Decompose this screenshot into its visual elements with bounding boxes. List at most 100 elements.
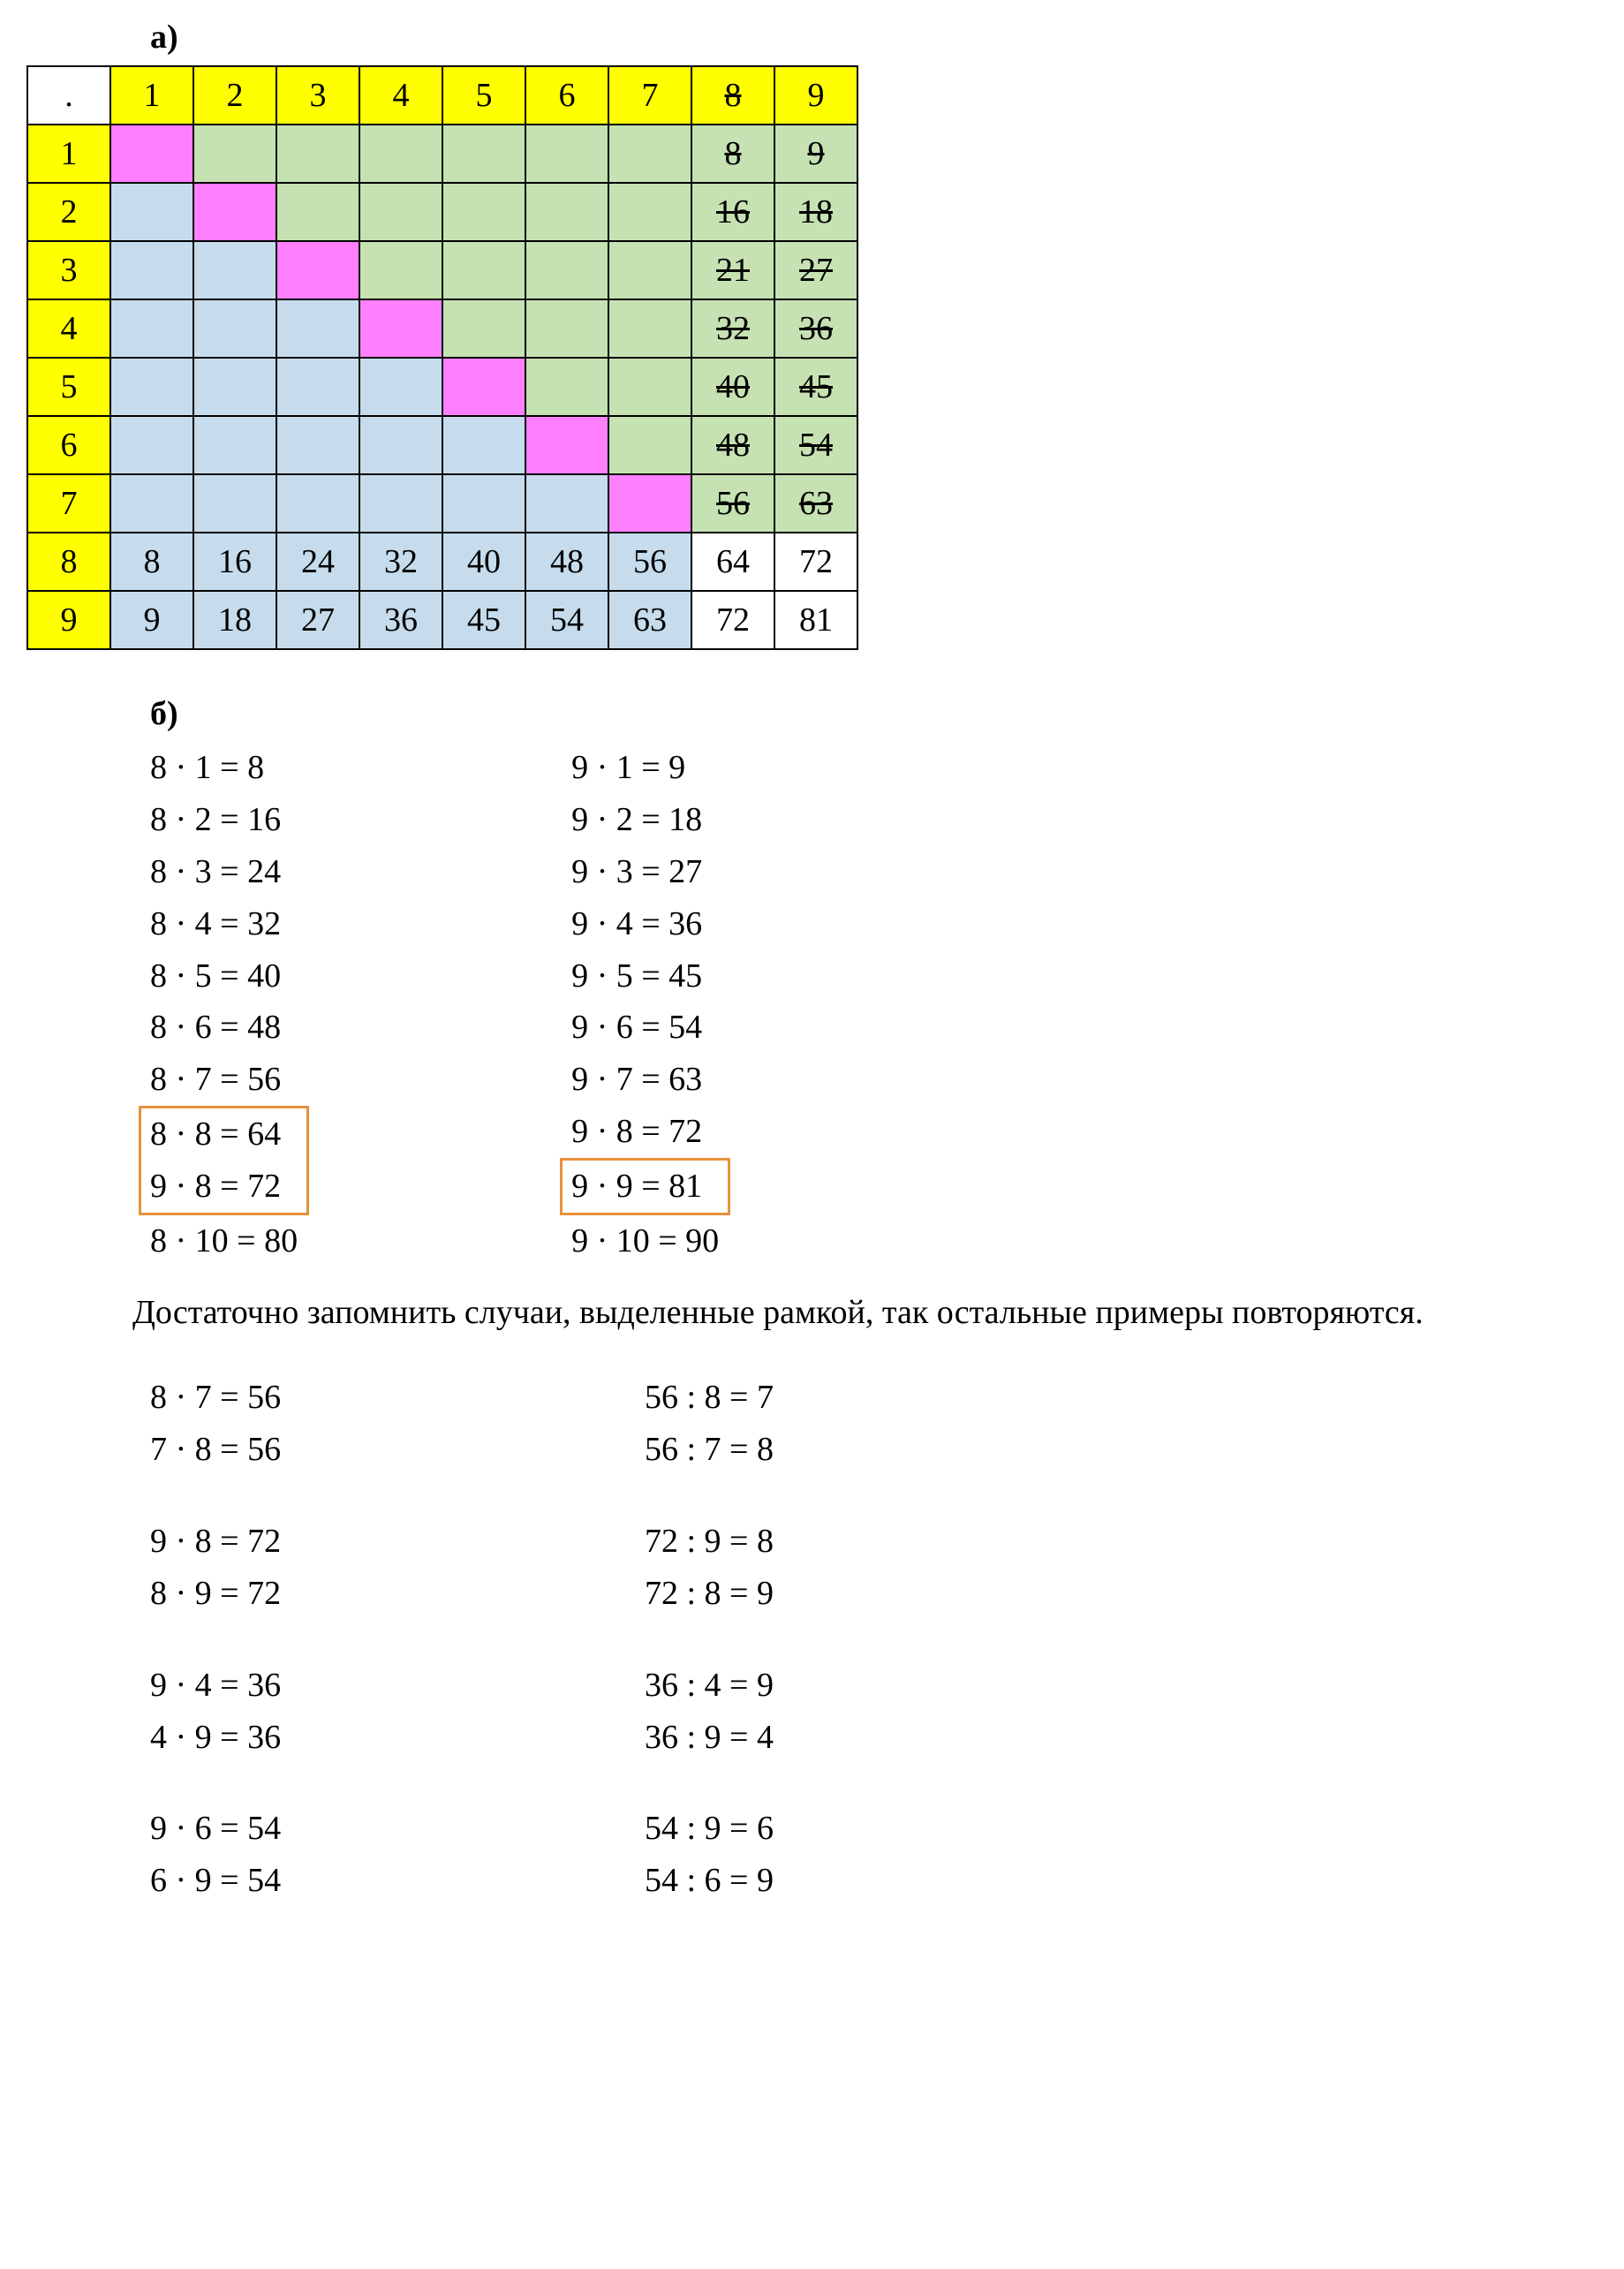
cell (525, 241, 608, 299)
equation: 36 : 4 = 9 (645, 1660, 865, 1712)
cell (359, 358, 442, 416)
cell: 36 (774, 299, 857, 358)
pair-block: 9 · 8 = 72 8 · 9 = 72 72 : 9 = 8 72 : 8 … (150, 1516, 1598, 1620)
hdr-col: 4 (359, 66, 442, 125)
cell (110, 241, 193, 299)
cell: 72 (774, 533, 857, 591)
cell (110, 358, 193, 416)
corner-cell: . (27, 66, 110, 125)
cell (110, 125, 193, 183)
cell (525, 474, 608, 533)
cell (525, 416, 608, 474)
cell (442, 474, 525, 533)
equation: 8 · 7 = 56 (150, 1054, 298, 1106)
equation: 8 · 1 = 8 (150, 742, 298, 794)
cell: 63 (608, 591, 691, 649)
label-a: а) (150, 18, 1598, 57)
cell (193, 358, 276, 416)
equation: 36 : 9 = 4 (645, 1712, 865, 1764)
table-row: 4 32 36 (27, 299, 857, 358)
explanation-paragraph: Достаточно запомнить случаи, выделенные … (26, 1290, 1598, 1336)
equation: 9 · 6 = 54 (150, 1803, 371, 1855)
cell (608, 125, 691, 183)
pair-block: 9 · 4 = 36 4 · 9 = 36 36 : 4 = 9 36 : 9 … (150, 1660, 1598, 1764)
cell (442, 183, 525, 241)
cell (276, 241, 359, 299)
label-b: б) (150, 694, 1598, 733)
cell (193, 241, 276, 299)
equation: 8 · 3 = 24 (150, 846, 298, 898)
cell (276, 358, 359, 416)
equation: 9 · 10 = 90 (571, 1215, 719, 1267)
equation: 56 : 7 = 8 (645, 1424, 865, 1476)
equation: 8 · 8 = 64 (150, 1116, 281, 1153)
cell (525, 358, 608, 416)
cell (525, 125, 608, 183)
equation: 9 · 8 = 72 (571, 1106, 719, 1158)
cell: 40 (442, 533, 525, 591)
column-8: 8 · 1 = 8 8 · 2 = 16 8 · 3 = 24 8 · 4 = … (150, 742, 298, 1267)
hdr-col: 8 (691, 66, 774, 125)
hdr-row: 2 (27, 183, 110, 241)
cell: 8 (691, 125, 774, 183)
cell (359, 416, 442, 474)
cell (110, 416, 193, 474)
hdr-col: 6 (525, 66, 608, 125)
cell: 32 (359, 533, 442, 591)
cell (608, 416, 691, 474)
table-row: 1 8 9 (27, 125, 857, 183)
hdr-row: 4 (27, 299, 110, 358)
equation: 9 · 4 = 36 (571, 898, 719, 950)
equation: 4 · 9 = 36 (150, 1712, 371, 1764)
equations-columns: 8 · 1 = 8 8 · 2 = 16 8 · 3 = 24 8 · 4 = … (150, 742, 1598, 1267)
equation: 9 · 8 = 72 (150, 1168, 281, 1205)
cell: 32 (691, 299, 774, 358)
table-row: 5 40 45 (27, 358, 857, 416)
cell: 16 (691, 183, 774, 241)
equation: 9 · 8 = 72 (150, 1516, 371, 1568)
cell (359, 125, 442, 183)
cell (276, 183, 359, 241)
cell (442, 241, 525, 299)
cell (193, 416, 276, 474)
equation: 9 · 5 = 45 (571, 950, 719, 1002)
hdr-col: 2 (193, 66, 276, 125)
equation: 9 · 6 = 54 (571, 1002, 719, 1054)
cell (276, 474, 359, 533)
cell: 54 (774, 416, 857, 474)
cell: 45 (774, 358, 857, 416)
cell: 18 (193, 591, 276, 649)
cell: 40 (691, 358, 774, 416)
cell (608, 183, 691, 241)
cell: 27 (774, 241, 857, 299)
cell (359, 241, 442, 299)
hdr-row: 6 (27, 416, 110, 474)
cell: 21 (691, 241, 774, 299)
cell (193, 299, 276, 358)
table-header-row: . 1 2 3 4 5 6 7 8 9 (27, 66, 857, 125)
cell (276, 299, 359, 358)
equation: 8 · 9 = 72 (150, 1568, 371, 1620)
equation: 72 : 8 = 9 (645, 1568, 865, 1620)
table-row: 2 16 18 (27, 183, 857, 241)
equation: 56 : 8 = 7 (645, 1372, 865, 1424)
cell (608, 299, 691, 358)
table-row: 8 8 16 24 32 40 48 56 64 72 (27, 533, 857, 591)
equation: 9 · 2 = 18 (571, 794, 719, 846)
cell: 81 (774, 591, 857, 649)
equation: 8 · 7 = 56 (150, 1372, 371, 1424)
equation: 9 · 3 = 27 (571, 846, 719, 898)
cell: 63 (774, 474, 857, 533)
cell: 72 (691, 591, 774, 649)
equation: 9 · 1 = 9 (571, 742, 719, 794)
cell (359, 183, 442, 241)
table-row: 7 56 63 (27, 474, 857, 533)
cell: 56 (608, 533, 691, 591)
cell: 8 (110, 533, 193, 591)
hdr-col: 7 (608, 66, 691, 125)
equation: 54 : 9 = 6 (645, 1803, 865, 1855)
hdr-row: 3 (27, 241, 110, 299)
cell (110, 183, 193, 241)
cell (442, 125, 525, 183)
hdr-row: 9 (27, 591, 110, 649)
